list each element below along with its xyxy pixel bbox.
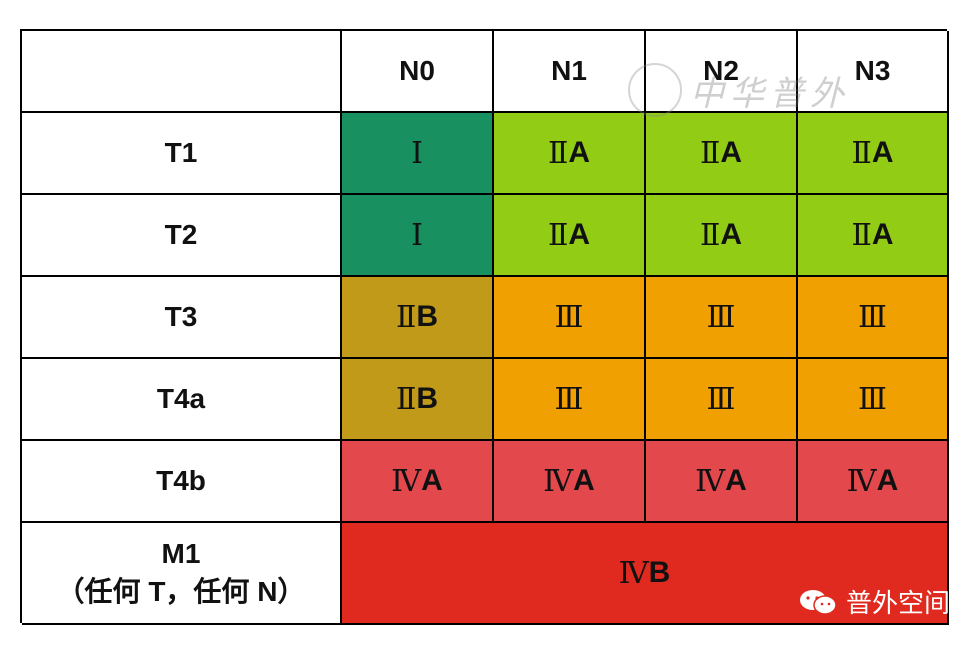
column-header-n2: N2 <box>646 31 798 113</box>
stage-roman: Ⅱ <box>699 217 721 253</box>
stage-roman: Ⅱ <box>395 381 417 417</box>
column-header-n1: N1 <box>494 31 646 113</box>
stage-roman: Ⅲ <box>706 299 736 335</box>
row-header-m1: M1 （任何 T，任何 N） <box>22 523 342 625</box>
stage-roman: Ⅱ <box>699 135 721 171</box>
stage-roman: Ⅲ <box>858 299 887 335</box>
column-header-n0: N0 <box>342 31 494 113</box>
stage-letter: A <box>871 136 894 169</box>
stage-roman: Ⅳ <box>391 463 422 499</box>
row-header-t1: T1 <box>22 113 342 195</box>
stage-roman: Ⅰ <box>411 135 423 171</box>
stage-cell: Ⅲ <box>646 277 798 359</box>
stage-roman: Ⅲ <box>858 381 887 417</box>
stage-cell: Ⅲ <box>798 277 949 359</box>
stage-roman: Ⅳ <box>846 463 877 499</box>
stage-letter: A <box>871 218 894 251</box>
stage-letter: A <box>568 218 591 251</box>
stage-roman: Ⅳ <box>695 463 726 499</box>
brand-text: 普外空间 <box>846 589 951 619</box>
stage-roman: Ⅰ <box>411 217 423 253</box>
stage-roman: Ⅲ <box>706 381 736 417</box>
brand-mark: 普外空间 <box>798 583 950 620</box>
corner-cell <box>22 31 342 113</box>
stage-letter: A <box>720 218 743 251</box>
column-header-n3: N3 <box>798 31 949 113</box>
stage-roman: Ⅱ <box>851 217 872 253</box>
stage-letter: A <box>568 136 591 169</box>
stage-roman: Ⅲ <box>554 299 584 335</box>
stage-roman: Ⅱ <box>547 217 569 253</box>
stage-letter: A <box>876 464 899 497</box>
row-header-t2: T2 <box>22 195 342 277</box>
stage-cell: Ⅲ <box>494 359 646 441</box>
stage-letter: A <box>720 136 743 169</box>
stage-letter: A <box>421 464 443 497</box>
m1-sublabel: （任何 T，任何 N） <box>56 576 306 607</box>
row-header-t4a: T4a <box>22 359 342 441</box>
stage-roman: Ⅱ <box>395 299 417 335</box>
stage-letter: A <box>725 464 747 497</box>
stage-letter: B <box>416 300 439 333</box>
stage-roman: Ⅳ <box>543 463 574 499</box>
stage-roman: Ⅳ <box>618 555 649 591</box>
stage-cell: Ⅲ <box>646 359 798 441</box>
stage-letter: A <box>573 464 595 497</box>
stage-letter: B <box>416 382 439 415</box>
stage-cell: Ⅰ <box>342 195 494 277</box>
stage-roman: Ⅱ <box>547 135 569 171</box>
stage-cell: Ⅲ <box>798 359 949 441</box>
row-header-t3: T3 <box>22 277 342 359</box>
row-header-t4b: T4b <box>22 441 342 523</box>
stage-cell: Ⅲ <box>494 277 646 359</box>
stage-roman: Ⅲ <box>554 381 584 417</box>
stage-roman: Ⅱ <box>851 135 872 171</box>
stage-cell: Ⅰ <box>342 113 494 195</box>
wechat-icon <box>800 589 837 615</box>
m1-label: M1 <box>161 538 201 570</box>
stage-letter: B <box>648 556 671 589</box>
